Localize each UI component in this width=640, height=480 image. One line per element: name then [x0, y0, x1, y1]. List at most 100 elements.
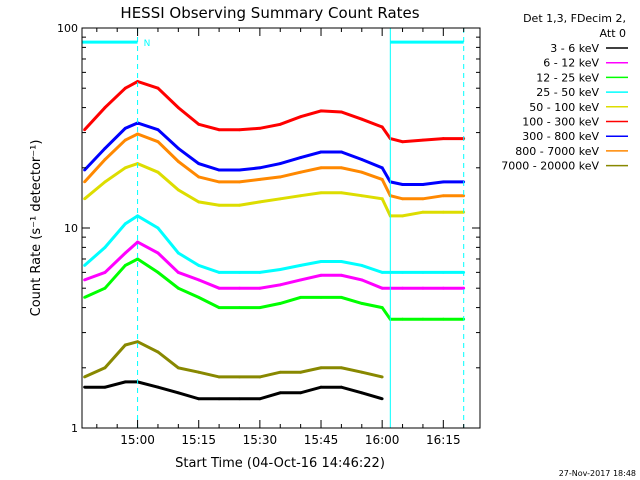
data-point	[136, 80, 139, 83]
data-point	[103, 245, 107, 249]
data-point	[258, 166, 262, 170]
chart-title: HESSI Observing Summary Count Rates	[120, 4, 419, 22]
data-point	[319, 366, 323, 370]
data-point	[441, 286, 445, 290]
data-point	[380, 306, 384, 309]
data-point	[421, 317, 425, 321]
data-point	[103, 270, 107, 274]
legend-label: 300 - 800 keV	[522, 130, 599, 143]
data-point	[197, 122, 201, 126]
data-point	[278, 301, 282, 305]
data-point	[319, 166, 323, 170]
data-point	[238, 306, 241, 309]
data-point	[299, 264, 303, 267]
data-point	[401, 140, 404, 144]
data-point	[83, 375, 86, 379]
data-point	[197, 264, 201, 267]
data-point	[441, 317, 445, 321]
data-point	[83, 264, 86, 267]
data-point	[401, 183, 404, 186]
data-point	[197, 278, 201, 282]
x-tick-label: 15:00	[120, 433, 155, 447]
data-point	[123, 126, 127, 130]
data-point	[238, 180, 241, 184]
data-point	[319, 260, 323, 263]
data-point	[278, 268, 282, 271]
data-point	[401, 270, 404, 274]
data-point	[103, 286, 107, 290]
data-point	[217, 306, 221, 309]
data-point	[441, 180, 445, 184]
data-point	[319, 273, 323, 277]
data-point	[176, 251, 180, 255]
series-line-4	[83, 161, 464, 218]
data-point	[339, 150, 343, 154]
data-point	[278, 162, 282, 165]
data-point	[258, 126, 262, 130]
data-point	[278, 175, 282, 179]
series-layer	[83, 79, 466, 401]
data-point	[278, 122, 282, 126]
data-point	[83, 197, 86, 201]
data-point	[238, 270, 241, 274]
data-point	[299, 295, 303, 299]
x-axis-label: Start Time (04-Oct-16 14:46:22)	[175, 456, 385, 471]
data-point	[197, 175, 201, 179]
data-point	[421, 197, 425, 201]
legend-label: 6 - 12 keV	[543, 57, 599, 70]
data-point	[339, 191, 343, 195]
data-point	[103, 180, 107, 184]
data-point	[299, 115, 303, 119]
data-point	[421, 286, 425, 290]
data-point	[360, 370, 364, 374]
data-point	[278, 197, 282, 201]
data-point	[83, 295, 86, 299]
data-point	[299, 278, 303, 282]
data-point	[360, 170, 364, 174]
data-point	[238, 286, 241, 290]
data-point	[238, 203, 241, 207]
data-point	[258, 286, 262, 290]
legend-label: 12 - 25 keV	[536, 71, 599, 84]
data-point	[217, 286, 221, 290]
data-point	[238, 168, 241, 172]
data-point	[380, 375, 384, 379]
data-point	[123, 264, 127, 267]
data-point	[156, 350, 160, 354]
data-point	[136, 240, 139, 244]
data-point	[401, 197, 404, 201]
data-point	[421, 138, 425, 142]
legend-header: Det 1,3, FDecim 2,	[523, 12, 626, 25]
data-point	[360, 194, 364, 198]
y-tick-label: 100	[57, 22, 78, 35]
data-point	[136, 257, 139, 261]
data-point	[441, 270, 445, 274]
data-point	[83, 168, 86, 172]
footer-date: 27-Nov-2017 18:48	[559, 469, 636, 478]
data-point	[401, 214, 404, 218]
x-tick-label: 15:45	[304, 433, 339, 447]
data-point	[380, 177, 384, 181]
data-point	[421, 183, 425, 186]
data-point	[197, 200, 201, 204]
data-point	[103, 106, 107, 109]
data-point	[123, 222, 127, 226]
data-point	[401, 286, 404, 290]
data-point	[123, 138, 127, 142]
x-tick-label: 16:15	[426, 433, 461, 447]
data-point	[462, 194, 466, 198]
data-point	[360, 158, 364, 161]
data-point	[319, 295, 323, 299]
data-point	[176, 270, 180, 274]
data-point	[83, 278, 86, 282]
data-point	[360, 391, 364, 395]
data-point	[278, 283, 282, 287]
data-point	[123, 251, 127, 255]
x-tick-label: 16:00	[365, 433, 400, 447]
y-tick-label: 10	[64, 222, 78, 235]
data-point	[401, 317, 404, 321]
data-point	[156, 170, 160, 174]
data-point	[217, 270, 221, 274]
data-point	[339, 273, 343, 277]
data-point	[380, 397, 384, 401]
